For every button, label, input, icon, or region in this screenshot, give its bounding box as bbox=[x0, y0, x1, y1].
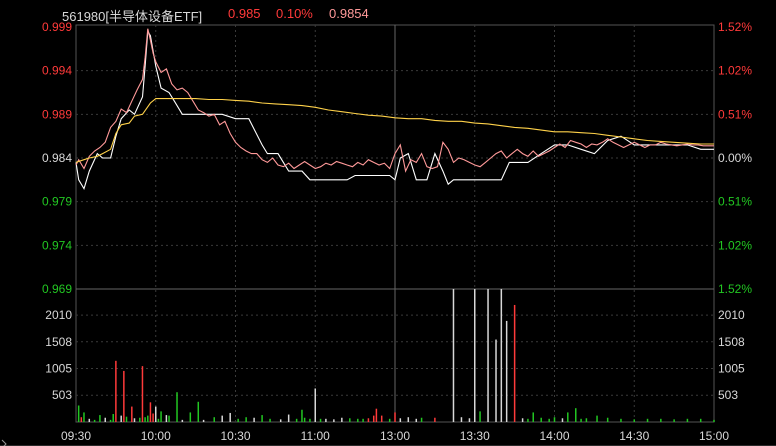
time-tick-label: 13:00 bbox=[380, 429, 410, 443]
time-tick-label: 10:00 bbox=[141, 429, 171, 443]
price-tick-label: 0.969 bbox=[42, 282, 72, 296]
time-tick-label: 09:30 bbox=[61, 429, 91, 443]
time-tick-label: 11:00 bbox=[301, 429, 330, 443]
symbol-label: 561980[半导体设备ETF] bbox=[62, 9, 203, 24]
volume-tick-label-right: 1005 bbox=[718, 362, 745, 376]
volume-tick-label: 503 bbox=[52, 388, 72, 402]
price-tick-label: 0.989 bbox=[42, 107, 72, 121]
percent-tick-label: 1.52% bbox=[718, 282, 752, 296]
volume-tick-label-right: 2010 bbox=[718, 308, 745, 322]
percent-tick-label: 1.02% bbox=[718, 238, 752, 252]
price-tick-label: 0.979 bbox=[42, 195, 72, 209]
time-tick-label: 13:30 bbox=[460, 429, 490, 443]
average-price: 0.9854 bbox=[329, 6, 369, 21]
price-tick-label: 0.974 bbox=[42, 238, 72, 252]
time-tick-label: 14:00 bbox=[539, 429, 569, 443]
time-tick-label: 10:30 bbox=[220, 429, 250, 443]
percent-tick-label: 1.52% bbox=[718, 20, 752, 34]
average-price-line bbox=[75, 98, 714, 163]
volume-tick-label: 1508 bbox=[45, 335, 72, 349]
price-tick-label: 0.994 bbox=[42, 64, 72, 78]
scroll-arrow-icon bbox=[1, 439, 7, 446]
time-tick-label: 15:00 bbox=[699, 429, 729, 443]
percent-tick-label: 0.00% bbox=[718, 151, 752, 165]
volume-tick-label-right: 1508 bbox=[718, 335, 745, 349]
price-tick-label: 0.999 bbox=[42, 20, 72, 34]
percent-tick-label: 1.02% bbox=[718, 64, 752, 78]
time-tick-label: 14:30 bbox=[619, 429, 649, 443]
percent-tick-label: 0.51% bbox=[718, 107, 752, 121]
last-price: 0.985 bbox=[228, 6, 261, 21]
reference-price-line bbox=[75, 28, 714, 173]
volume-tick-label-right: 503 bbox=[718, 388, 738, 402]
volume-tick-label: 2010 bbox=[45, 308, 72, 322]
price-tick-label: 0.984 bbox=[42, 151, 72, 165]
percent-tick-label: 0.51% bbox=[718, 195, 752, 209]
volume-tick-label: 1005 bbox=[45, 362, 72, 376]
change-percent: 0.10% bbox=[276, 6, 313, 21]
